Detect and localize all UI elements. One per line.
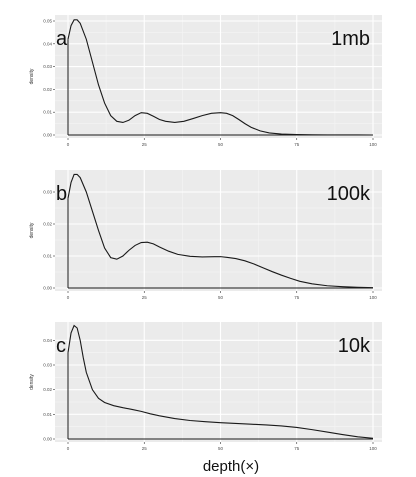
x-tick-label: 0	[67, 142, 70, 147]
panel-title: 100k	[327, 183, 371, 205]
panel-background	[55, 15, 382, 138]
x-tick-label: 0	[67, 446, 70, 451]
y-axis-label: density	[29, 222, 35, 238]
panel-a: 0 25 50 75 100 0.00 0.01 0.02 0.03 0.04 0.05 densit…	[29, 15, 382, 147]
density-curve	[67, 19, 374, 136]
y-tick-label: 0.05	[43, 19, 52, 24]
y-tick-label: 0.00	[43, 437, 52, 442]
y-axis-label: density	[29, 374, 35, 390]
y-tick-label: 0.04	[43, 338, 52, 343]
y-tick-label: 0.02	[43, 387, 52, 392]
x-axis-title: depth(×)	[203, 458, 259, 475]
y-tick-label: 0.02	[43, 222, 52, 227]
x-tick-label: 100	[369, 446, 377, 451]
panel-title: 1mb	[331, 28, 370, 50]
panel-background	[55, 170, 382, 291]
y-tick-label: 0.01	[43, 110, 52, 115]
x-tick-label: 25	[142, 142, 148, 147]
panel-c: 0 25 50 75 100 0.00 0.01 0.02 0.03 0.04 density c 10…	[29, 322, 382, 451]
y-tick-label: 0.01	[43, 254, 52, 259]
y-tick-label: 0.03	[43, 64, 52, 69]
x-tick-label: 50	[218, 295, 224, 300]
panel-title: 10k	[338, 335, 371, 357]
y-tick-label: 0.00	[43, 133, 52, 138]
x-tick-label: 100	[369, 142, 377, 147]
y-tick-label: 0.00	[43, 286, 52, 291]
x-tick-label: 75	[294, 142, 300, 147]
panel-b: 0 25 50 75 100 0.00 0.01 0.02 0.03 density b 100k	[29, 170, 382, 300]
panel-background	[55, 322, 382, 442]
x-tick-label: 100	[369, 295, 377, 300]
y-tick-label: 0.03	[43, 190, 52, 195]
density-curve	[67, 324, 374, 439]
x-tick-label: 75	[294, 295, 300, 300]
x-tick-label: 50	[218, 446, 224, 451]
x-tick-label: 25	[142, 295, 148, 300]
y-axis-label: density	[29, 68, 35, 84]
panel-letter: a	[56, 28, 68, 50]
panel-letter: b	[56, 183, 67, 205]
y-tick-label: 0.03	[43, 363, 52, 368]
density-curve	[67, 173, 374, 289]
panel-letter: c	[56, 335, 66, 357]
x-tick-label: 50	[218, 142, 224, 147]
y-tick-label: 0.01	[43, 412, 52, 417]
x-tick-label: 25	[142, 446, 148, 451]
x-tick-label: 75	[294, 446, 300, 451]
y-tick-label: 0.02	[43, 87, 52, 92]
y-tick-label: 0.04	[43, 41, 52, 46]
x-tick-label: 0	[67, 295, 70, 300]
